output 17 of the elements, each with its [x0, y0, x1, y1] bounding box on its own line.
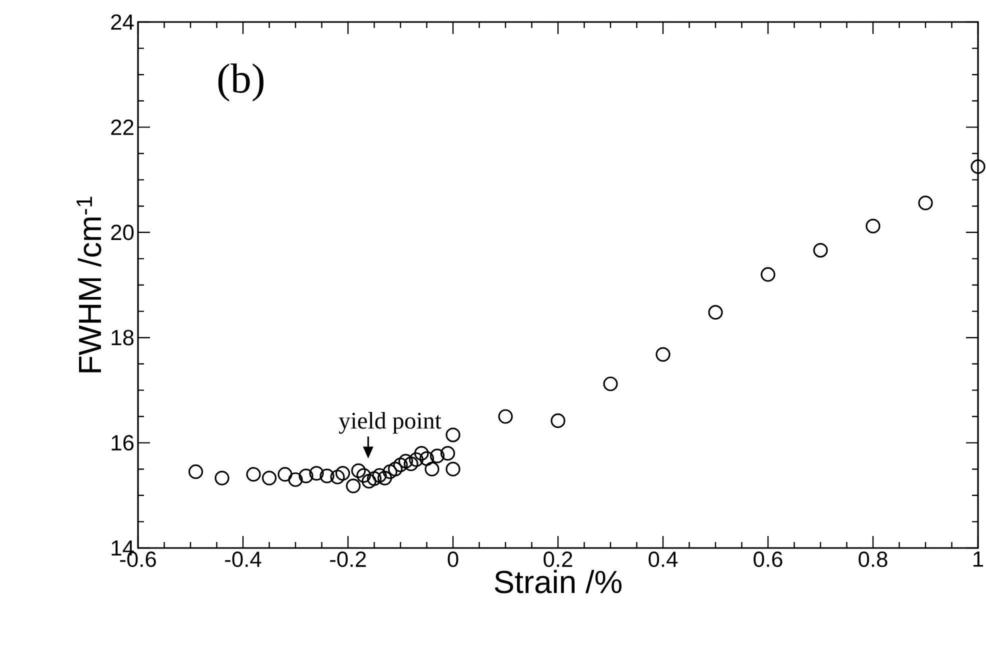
- annotation: yield point: [338, 412, 442, 434]
- y-tick-label: 24: [111, 14, 134, 30]
- x-tick-label: 0.2: [544, 552, 572, 568]
- x-tick-label: 0.6: [754, 552, 782, 568]
- x-tick-label: 1: [974, 552, 984, 567]
- x-tick-label: 0: [448, 552, 458, 568]
- x-tick-label: 0.8: [858, 552, 888, 568]
- x-axis-title: Strain /%: [494, 570, 622, 594]
- y-tick-label: 18: [112, 330, 134, 346]
- x-tick-label: 0.4: [648, 552, 678, 568]
- y-tick-label: 22: [111, 120, 134, 135]
- x-tick-label: -0.4: [225, 552, 262, 568]
- y-tick-label: 16: [112, 435, 134, 451]
- y-tick-label: 20: [111, 224, 134, 240]
- y-axis-title: FWHM /cm$^{-1}$: [76, 196, 102, 372]
- x-tick-label: -0.2: [330, 552, 366, 568]
- text: (b): [218, 64, 264, 102]
